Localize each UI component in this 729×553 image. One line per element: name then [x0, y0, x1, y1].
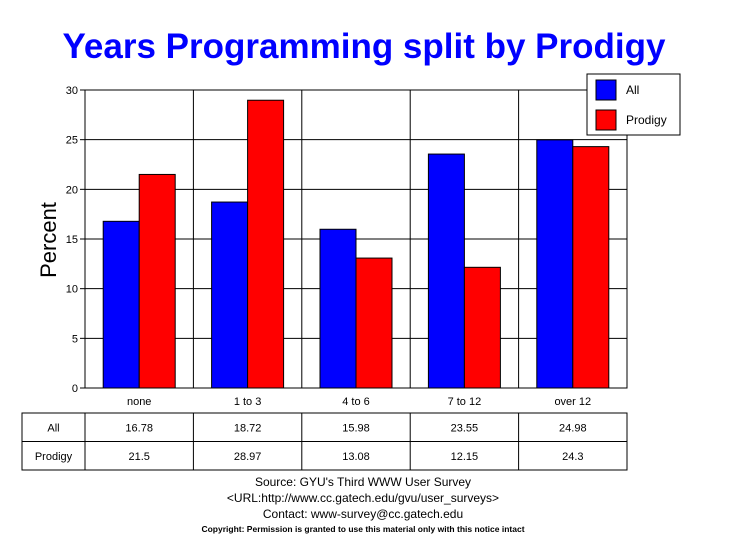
- table-cell: 21.5: [128, 451, 149, 463]
- table-cell: 24.3: [562, 451, 583, 463]
- legend-label: All: [626, 83, 639, 97]
- chart-title: Years Programming split by Prodigy: [63, 27, 666, 66]
- x-tick-label: 1 to 3: [234, 396, 262, 408]
- table-cell: 15.98: [342, 422, 370, 434]
- table-cell: 13.08: [342, 451, 370, 463]
- table-row-label: Prodigy: [35, 451, 73, 463]
- legend: All Prodigy: [586, 73, 681, 136]
- bar-prodigy: [355, 257, 393, 389]
- bar-all: [211, 201, 249, 389]
- y-axis-label: Percent: [36, 202, 61, 278]
- y-tick-label: 10: [66, 284, 78, 296]
- footer-contact: Contact: www-survey@cc.gatech.edu: [263, 507, 463, 521]
- bar-all: [102, 220, 140, 389]
- legend-swatch-all: [595, 79, 617, 101]
- bar-prodigy: [138, 173, 176, 389]
- footer-source: Source: GYU's Third WWW User Survey: [255, 475, 471, 489]
- bar-all: [536, 139, 574, 389]
- table-cell: 12.15: [451, 451, 479, 463]
- table-cell: 16.78: [125, 422, 153, 434]
- footer-copyright: Copyright: Permission is granted to use …: [201, 524, 524, 534]
- y-tick-label: 20: [66, 184, 78, 196]
- y-tick-label: 15: [66, 234, 78, 246]
- bar-all: [319, 228, 357, 389]
- y-tick-label: 25: [66, 135, 78, 147]
- bar-prodigy: [572, 146, 610, 389]
- x-tick-label: over 12: [554, 396, 591, 408]
- table-cell: 23.55: [451, 422, 479, 434]
- bar-prodigy: [247, 99, 285, 389]
- y-tick-label: 0: [72, 383, 78, 395]
- bar-prodigy: [463, 266, 501, 389]
- footer-url: <URL:http://www.cc.gatech.edu/gvu/user_s…: [227, 491, 499, 505]
- table-cell: 24.98: [559, 422, 587, 434]
- y-tick-label: 5: [72, 333, 78, 345]
- table-cell: 18.72: [234, 422, 262, 434]
- table-cell: 28.97: [234, 451, 262, 463]
- bar-all: [427, 153, 465, 389]
- legend-swatch-prodigy: [595, 109, 617, 131]
- x-tick-label: none: [127, 396, 151, 408]
- x-tick-label: 4 to 6: [342, 396, 370, 408]
- table-row-label: All: [47, 422, 59, 434]
- y-tick-label: 30: [66, 85, 78, 97]
- legend-label: Prodigy: [626, 113, 667, 127]
- x-tick-label: 7 to 12: [448, 396, 482, 408]
